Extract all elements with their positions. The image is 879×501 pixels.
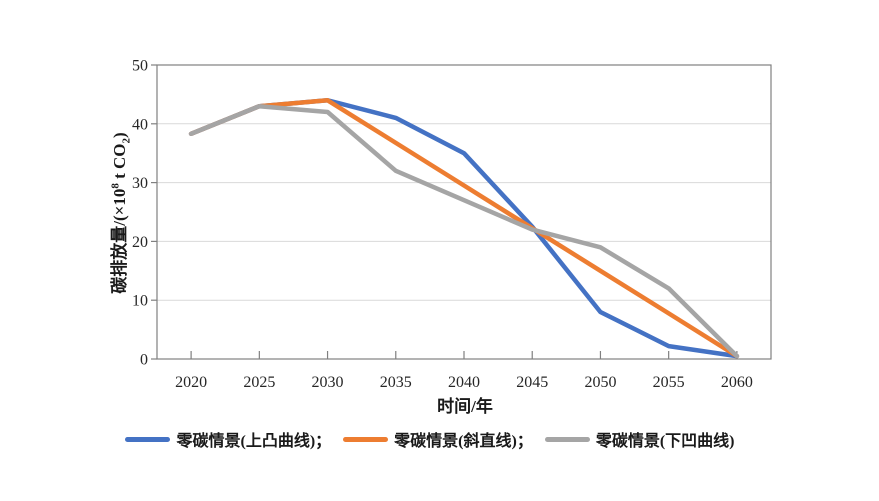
x-tick-label-2030: 2030 bbox=[312, 374, 344, 391]
legend-swatch-straight-line bbox=[343, 436, 389, 442]
x-tick-label-2040: 2040 bbox=[448, 374, 480, 391]
legend-item-concave: 零碳情景(下凹曲线) bbox=[544, 427, 735, 451]
y-axis-title-text: 碳排放量/(×10 bbox=[110, 188, 129, 294]
x-tick-label-2020: 2020 bbox=[175, 374, 207, 391]
legend-item-convex: 零碳情景(上凸曲线)； bbox=[125, 427, 331, 451]
x-tick-label-2025: 2025 bbox=[243, 374, 275, 391]
legend-item-straight: 零碳情景(斜直线)； bbox=[343, 427, 533, 451]
series-line-0-零碳情景(上凸曲线) bbox=[188, 98, 740, 359]
legend-label-convex: 零碳情景(上凸曲线)； bbox=[176, 433, 332, 450]
y-tick-label-30: 30 bbox=[132, 175, 148, 192]
series-line-1-零碳情景(斜直线) bbox=[188, 98, 740, 359]
x-axis-title: 时间/年 bbox=[437, 397, 493, 416]
legend-label-straight: 零碳情景(斜直线)； bbox=[394, 433, 533, 450]
x-tick-label-2055: 2055 bbox=[653, 374, 685, 391]
y-tick-label-10: 10 bbox=[132, 293, 148, 310]
x-tick-label-2035: 2035 bbox=[380, 374, 412, 391]
y-axis-title: 碳排放量/(×108 t CO2) bbox=[105, 63, 133, 363]
y-axis-title-unit: t CO bbox=[110, 143, 129, 184]
legend-swatch-concave-line bbox=[544, 436, 590, 442]
y-axis-title-subscript: 2 bbox=[120, 137, 133, 144]
y-tick-label-50: 50 bbox=[132, 58, 148, 75]
y-axis-title-superscript: 8 bbox=[109, 183, 122, 189]
x-tick-label-2045: 2045 bbox=[516, 374, 548, 391]
y-tick-label-20: 20 bbox=[132, 234, 148, 251]
series-line-2-零碳情景(下凹曲线) bbox=[188, 103, 740, 359]
x-tick-label-2060: 2060 bbox=[721, 374, 753, 391]
chart-legend: 零碳情景(上凸曲线)； 零碳情景(斜直线)； 零碳情景(下凹曲线) bbox=[96, 427, 764, 451]
legend-swatch-convex-line bbox=[125, 436, 171, 442]
y-tick-label-40: 40 bbox=[132, 116, 148, 133]
x-tick-label-2050: 2050 bbox=[584, 374, 616, 391]
y-tick-label-0: 0 bbox=[140, 352, 148, 369]
legend-label-concave: 零碳情景(下凹曲线) bbox=[595, 433, 735, 450]
y-axis-title-close: ) bbox=[110, 132, 129, 138]
